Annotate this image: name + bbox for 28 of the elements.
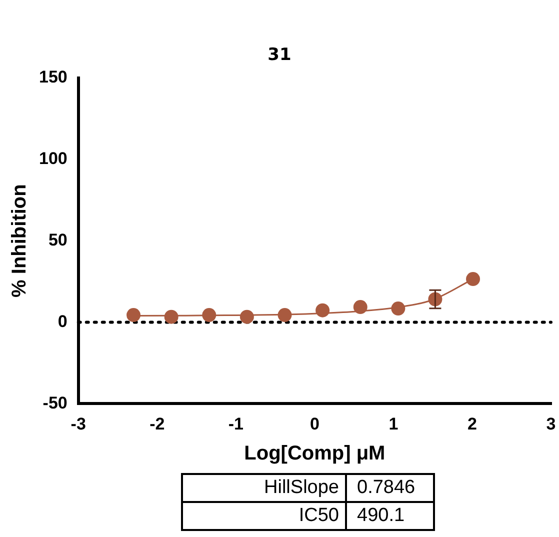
text: HillSlope bbox=[182, 474, 346, 502]
point bbox=[164, 310, 178, 324]
x-tick-label: 0 bbox=[310, 414, 320, 434]
point bbox=[391, 302, 406, 316]
chart-title: 31 bbox=[266, 45, 292, 65]
y-tick-label: 100 bbox=[38, 149, 68, 168]
y-tick-label: 0 bbox=[58, 312, 68, 331]
y-tick-label: 150 bbox=[38, 68, 68, 87]
text: 0.7846 bbox=[346, 474, 434, 502]
point bbox=[278, 308, 292, 322]
x-tick-label: -3 bbox=[70, 414, 86, 434]
x-tick-label: 1 bbox=[388, 414, 398, 434]
point bbox=[240, 310, 254, 324]
text: 490.1 bbox=[346, 502, 434, 530]
x-tick-label: 3 bbox=[546, 414, 556, 434]
x-axis-title: Log[Comp] μM bbox=[244, 442, 386, 465]
y-tick-label: 50 bbox=[48, 230, 68, 250]
point bbox=[353, 300, 368, 314]
x-tick-label: 2 bbox=[467, 414, 477, 434]
y-axis-title: % Inhibition bbox=[8, 184, 31, 298]
point bbox=[126, 308, 141, 322]
point bbox=[316, 303, 330, 318]
point bbox=[202, 308, 216, 322]
x-tick-label: -2 bbox=[150, 414, 165, 434]
y-tick-label: -50 bbox=[42, 393, 68, 412]
point bbox=[466, 272, 480, 286]
text: IC50 bbox=[182, 502, 346, 530]
x-tick-label: -1 bbox=[228, 414, 244, 434]
